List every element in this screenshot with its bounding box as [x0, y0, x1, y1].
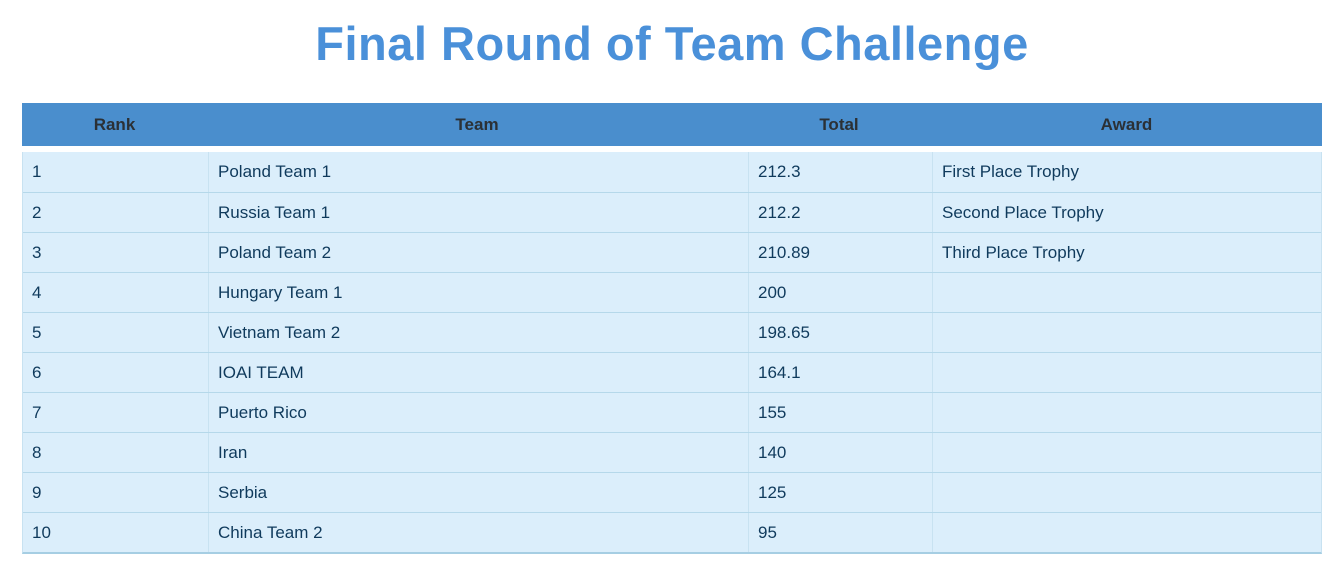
award-cell: [932, 273, 1321, 312]
total-cell: 198.65: [748, 313, 932, 352]
total-cell: 164.1: [748, 353, 932, 392]
table-row: 7 Puerto Rico 155: [23, 392, 1321, 432]
table-row: 3 Poland Team 2 210.89 Third Place Troph…: [23, 232, 1321, 272]
table-row: 4 Hungary Team 1 200: [23, 272, 1321, 312]
team-cell: Russia Team 1: [208, 193, 748, 232]
award-cell: [932, 353, 1321, 392]
table-row: 8 Iran 140: [23, 432, 1321, 472]
team-cell: China Team 2: [208, 513, 748, 552]
total-cell: 212.3: [748, 152, 932, 192]
team-cell: Serbia: [208, 473, 748, 512]
team-cell: Iran: [208, 433, 748, 472]
total-cell: 212.2: [748, 193, 932, 232]
rank-cell: 5: [32, 322, 42, 342]
team-cell: Puerto Rico: [208, 393, 748, 432]
award-cell: Second Place Trophy: [932, 193, 1321, 232]
table-row: 2 Russia Team 1 212.2 Second Place Troph…: [23, 192, 1321, 232]
rank-cell: 2: [32, 202, 42, 222]
rank-cell: 4: [32, 282, 42, 302]
team-cell: Vietnam Team 2: [208, 313, 748, 352]
team-cell: IOAI TEAM: [208, 353, 748, 392]
award-cell: First Place Trophy: [932, 152, 1321, 192]
column-header-rank: Rank: [93, 114, 136, 134]
total-cell: 210.89: [748, 233, 932, 272]
table-row: 6 IOAI TEAM 164.1: [23, 352, 1321, 392]
rank-cell: 3: [32, 242, 42, 262]
page-title: Final Round of Team Challenge: [315, 17, 1029, 70]
rank-cell: 7: [32, 402, 42, 422]
table-header-row: Rank Team Total Award: [22, 103, 1322, 146]
table-body: 1 Poland Team 1 212.3 First Place Trophy…: [22, 152, 1322, 554]
award-cell: [932, 393, 1321, 432]
team-cell: Hungary Team 1: [208, 273, 748, 312]
column-header-total: Total: [819, 114, 859, 134]
rank-cell: 8: [32, 442, 42, 462]
award-cell: [932, 313, 1321, 352]
total-cell: 125: [748, 473, 932, 512]
award-cell: [932, 433, 1321, 472]
rank-cell: 9: [32, 482, 42, 502]
award-cell: [932, 513, 1321, 552]
table-row: 5 Vietnam Team 2 198.65: [23, 312, 1321, 352]
team-cell: Poland Team 1: [208, 152, 748, 192]
team-cell: Poland Team 2: [208, 233, 748, 272]
rank-cell: 1: [32, 162, 42, 181]
table-row: 1 Poland Team 1 212.3 First Place Trophy: [23, 152, 1321, 192]
total-cell: 140: [748, 433, 932, 472]
table-row: 10 China Team 2 95: [23, 512, 1321, 552]
column-header-award: Award: [1100, 114, 1153, 134]
leaderboard-page: Final Round of Team Challenge Rank Team …: [0, 14, 1344, 554]
total-cell: 95: [748, 513, 932, 552]
table-row: 9 Serbia 125: [23, 472, 1321, 512]
award-cell: Third Place Trophy: [932, 233, 1321, 272]
total-cell: 200: [748, 273, 932, 312]
total-cell: 155: [748, 393, 932, 432]
leaderboard-table: Rank Team Total Award 1 Poland Team 1 21…: [22, 103, 1322, 554]
column-header-team: Team: [455, 114, 499, 134]
rank-cell: 10: [32, 522, 51, 542]
award-cell: [932, 473, 1321, 512]
rank-cell: 6: [32, 362, 42, 382]
